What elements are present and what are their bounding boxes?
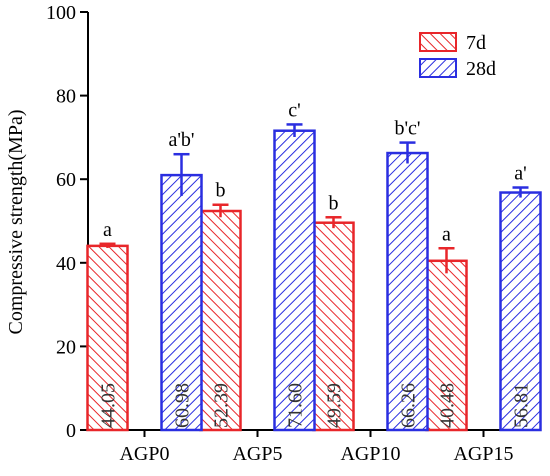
significance-label: a'b' [168,129,194,151]
y-tick-label: 20 [56,336,76,358]
significance-label: c' [288,99,300,121]
bar-value-label: 66.26 [398,383,420,428]
plot-area: 0 20 40 60 80 100 AGP0 AGP5 AGP10 AGP15 a 44.05 b 52.… [46,2,542,465]
y-tick-label: 80 [56,86,76,108]
y-tick-label: 0 [66,420,76,442]
bar-value-label: 60.98 [172,383,194,428]
x-tick-label: AGP10 [340,443,400,465]
bar-value-label: 56.81 [511,383,533,428]
x-tick-label: AGP0 [119,443,169,465]
bar-value-label: 71.60 [285,383,307,428]
bar-value-label: 44.05 [98,383,120,428]
x-tick-label: AGP5 [232,443,282,465]
bar-7d-AGP10 [312,221,355,432]
y-axis-label: Compressive strength(MPa) [5,110,27,335]
y-tick-label: 60 [56,169,76,191]
bar-7d-AGP0 [86,244,129,432]
significance-label: a [442,223,451,245]
significance-label: a' [514,163,526,185]
bar-28d-AGP0 [160,173,203,432]
legend-swatch-7d [419,32,457,52]
x-tick-label: AGP15 [453,443,513,465]
y-tick-label: 100 [46,2,76,24]
significance-label: a [103,219,112,241]
bar-28d-AGP10 [386,151,429,432]
significance-label: b'c' [394,118,420,140]
bar-value-label: 40.48 [437,383,459,428]
significance-label: b [329,192,339,214]
bar-value-label: 52.39 [211,383,233,428]
y-tick-label: 40 [56,253,76,275]
legend-label: 7d [466,32,486,54]
legend-label: 28d [466,58,496,80]
significance-label: b [216,180,226,202]
bar-value-label: 49.59 [324,383,346,428]
legend-swatch-28d [419,58,457,78]
bar-28d-AGP5 [273,129,316,432]
